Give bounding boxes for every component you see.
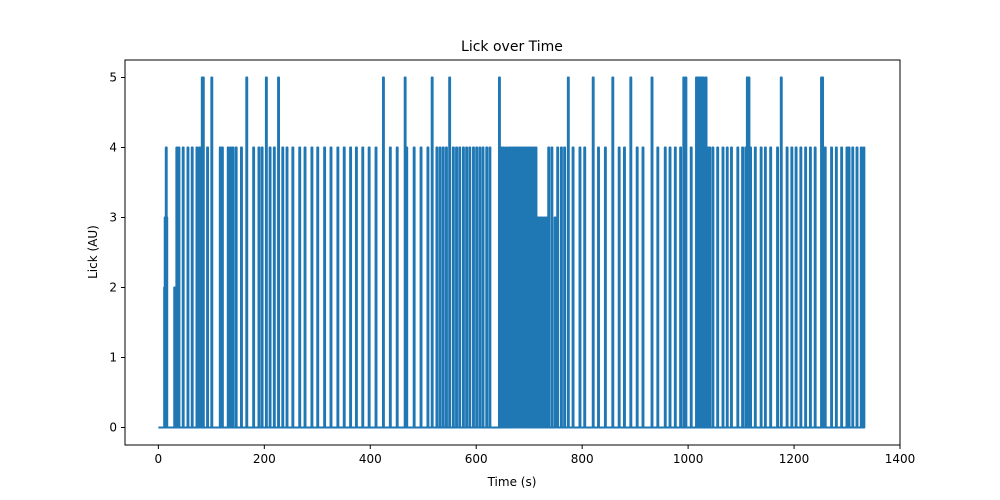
x-tick-label: 1000 — [673, 452, 704, 466]
y-tick-label: 3 — [109, 211, 117, 225]
x-tick-label: 400 — [359, 452, 382, 466]
y-axis-ticks: 0 1 2 3 4 5 — [109, 71, 125, 435]
y-tick-label: 4 — [109, 141, 117, 155]
plot-frame — [124, 59, 901, 446]
plot-area — [158, 76, 866, 429]
lick-series-line — [158, 76, 866, 429]
y-axis-label: Lick (AU) — [86, 225, 100, 279]
y-tick-label: 1 — [109, 351, 117, 365]
x-axis-label: Time (s) — [487, 475, 537, 489]
y-tick-label: 2 — [109, 281, 117, 295]
x-tick-label: 800 — [571, 452, 594, 466]
x-axis-ticks: 0 200 400 600 800 1000 1200 1400 — [155, 445, 916, 466]
y-tick-label: 0 — [109, 421, 117, 435]
y-tick-label: 5 — [109, 71, 117, 85]
x-tick-label: 200 — [253, 452, 276, 466]
chart-title: Lick over Time — [461, 39, 563, 55]
x-tick-label: 1400 — [885, 452, 916, 466]
x-tick-label: 0 — [155, 452, 163, 466]
x-tick-label: 1200 — [779, 452, 810, 466]
x-tick-label: 600 — [465, 452, 488, 466]
